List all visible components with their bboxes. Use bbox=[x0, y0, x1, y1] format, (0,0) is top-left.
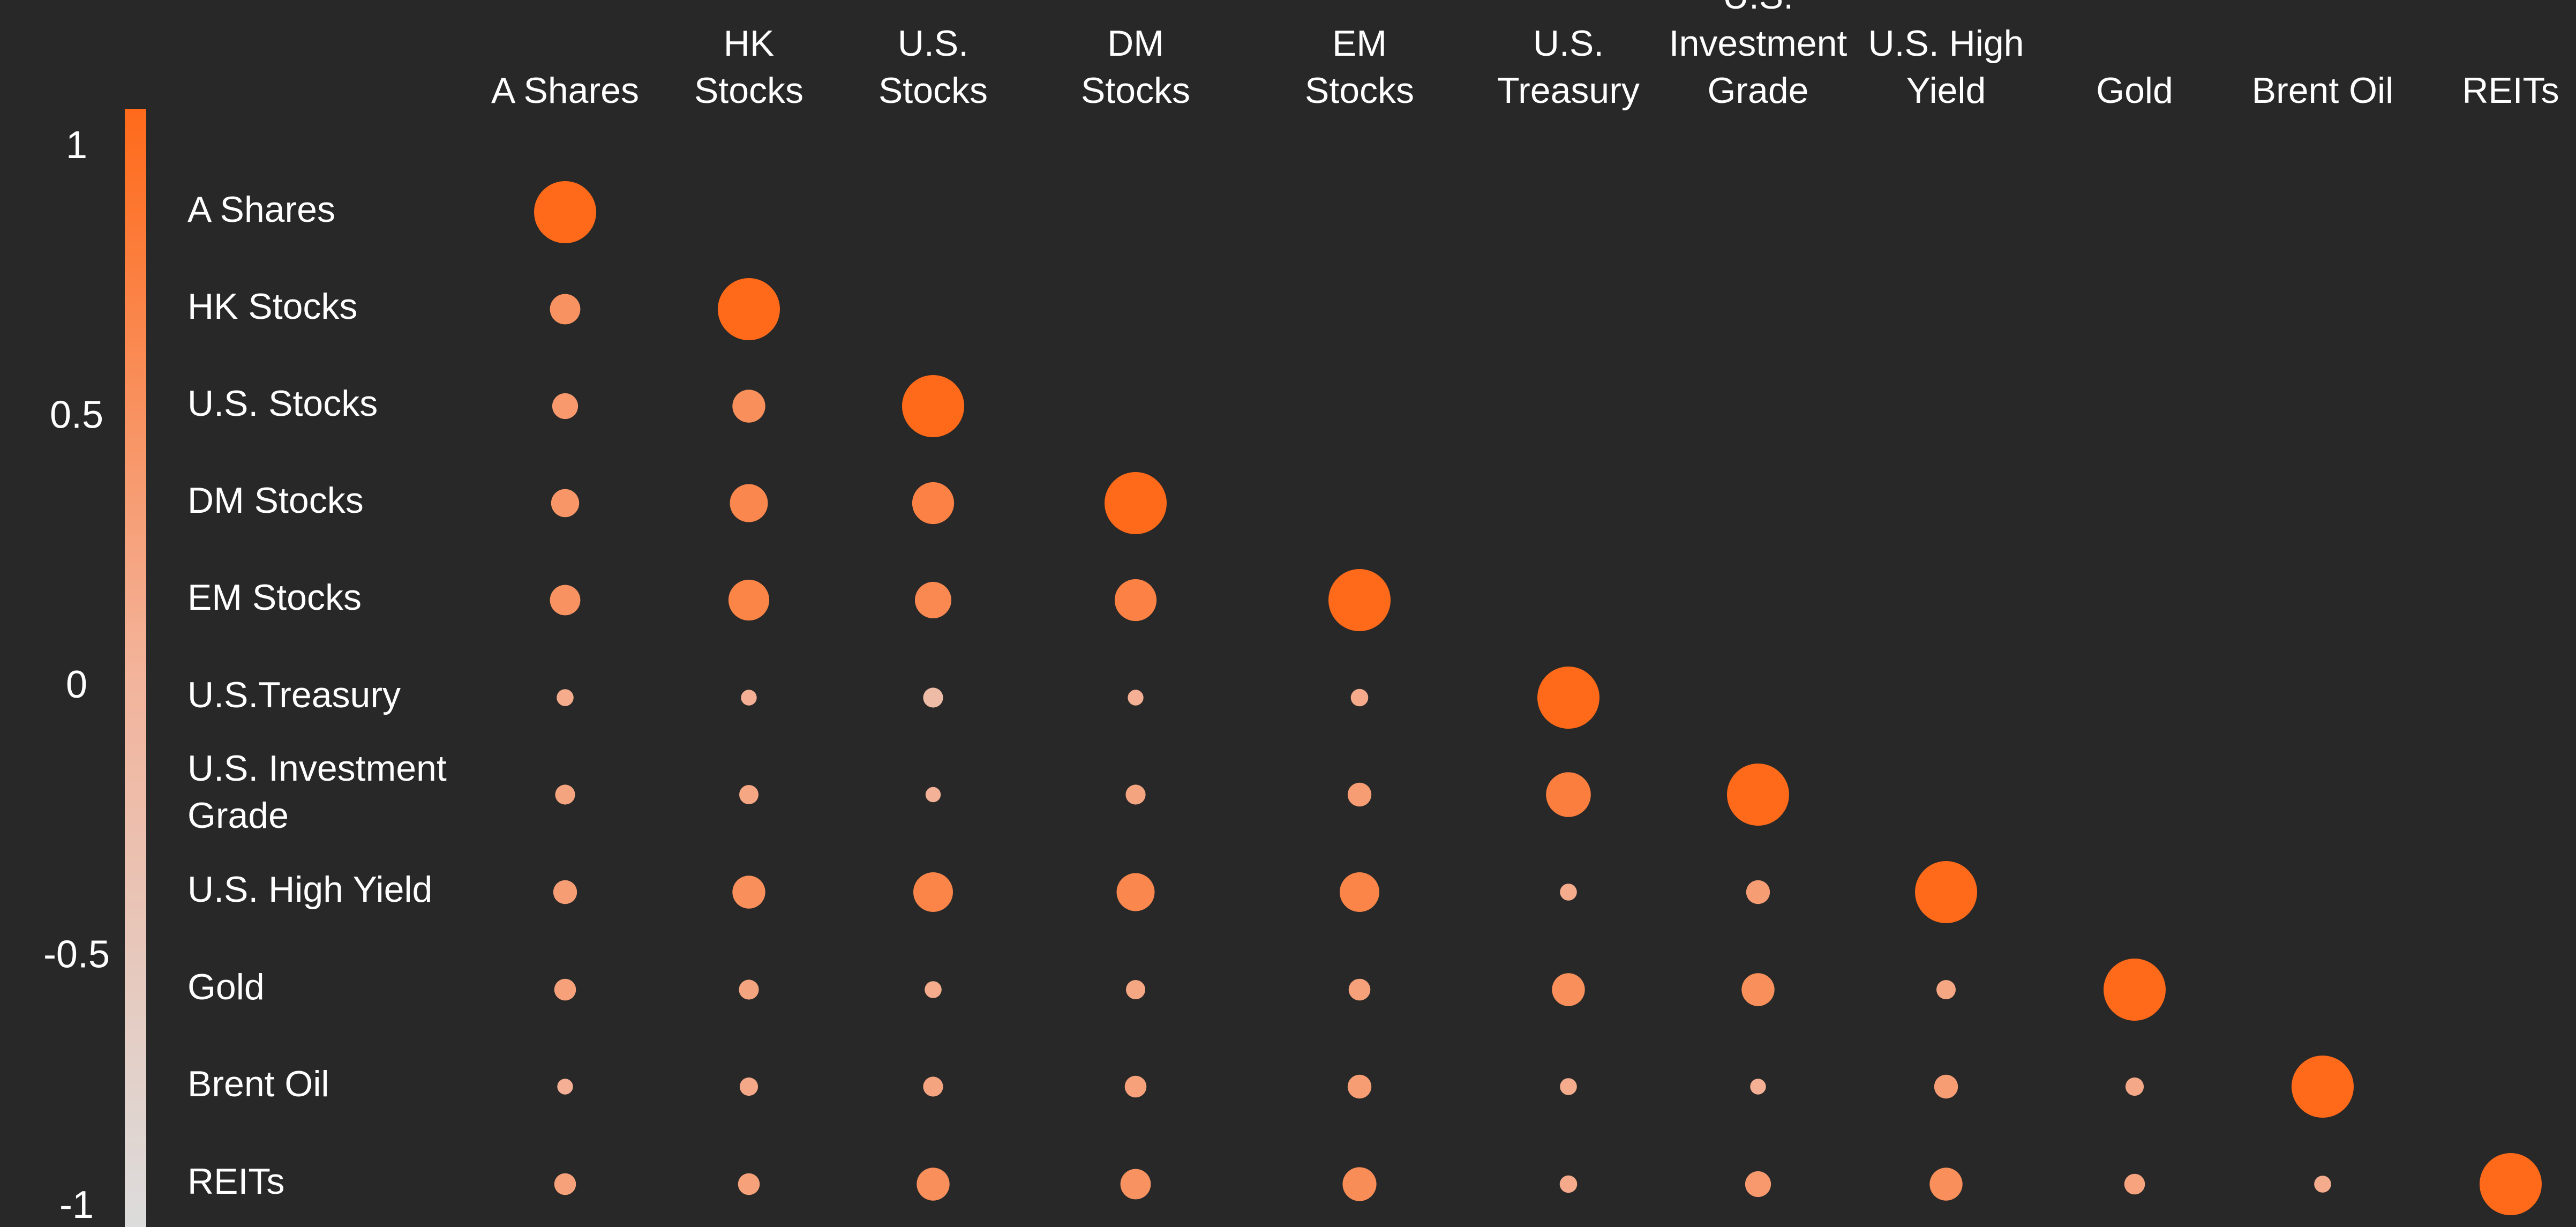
column-label: HK Stocks bbox=[694, 23, 803, 111]
correlation-dot bbox=[738, 1173, 760, 1195]
column-labels: A Shares HK Stocks U.S. Stocks DM Stocks EM Stoc… bbox=[491, 0, 2559, 111]
correlation-dot bbox=[557, 1079, 573, 1095]
correlation-dot bbox=[1915, 861, 1977, 923]
correlation-dot bbox=[902, 375, 964, 437]
correlation-dot bbox=[732, 876, 765, 909]
correlation-dot bbox=[739, 979, 759, 1000]
correlation-dot bbox=[1929, 1168, 1963, 1201]
correlation-dot bbox=[917, 1168, 950, 1201]
correlation-dot bbox=[2314, 1176, 2331, 1193]
correlation-dot bbox=[1727, 764, 1789, 826]
row-label: U.S.Treasury bbox=[187, 675, 401, 715]
correlation-dot bbox=[741, 690, 757, 706]
row-labels: A Shares HK Stocks U.S. Stocks DM Stocks EM … bbox=[187, 189, 447, 1202]
column-label: U.S. High Yield bbox=[1868, 23, 2024, 111]
correlation-dot bbox=[2125, 1077, 2144, 1096]
correlation-dot bbox=[1560, 884, 1577, 901]
correlation-dot bbox=[739, 1077, 758, 1096]
correlation-dot bbox=[534, 181, 596, 243]
correlation-dot bbox=[1552, 973, 1585, 1006]
correlation-dot bbox=[730, 484, 768, 522]
correlation-dot bbox=[925, 981, 942, 998]
row-label: DM Stocks bbox=[187, 480, 364, 521]
column-label: A Shares bbox=[491, 70, 639, 111]
correlation-dot bbox=[915, 582, 951, 618]
correlation-dot bbox=[1128, 690, 1144, 706]
correlation-dot bbox=[1116, 873, 1155, 911]
correlation-dot bbox=[1347, 1074, 1372, 1099]
correlation-dot bbox=[551, 489, 580, 518]
correlation-dot bbox=[2292, 1056, 2354, 1118]
correlation-dot bbox=[1126, 980, 1145, 999]
correlation-dot bbox=[1328, 569, 1391, 631]
correlation-dot bbox=[1934, 1074, 1958, 1099]
correlation-dot bbox=[552, 393, 579, 420]
column-label: U.S. Treasury bbox=[1497, 23, 1640, 111]
correlation-dot bbox=[555, 784, 575, 805]
row-label: REITs bbox=[187, 1161, 284, 1202]
correlation-dot bbox=[557, 689, 574, 706]
row-label: A Shares bbox=[187, 189, 335, 230]
colorbar-tick-label: -0.5 bbox=[43, 933, 110, 976]
correlation-dot bbox=[1348, 978, 1371, 1001]
correlation-dot bbox=[739, 785, 758, 804]
correlation-dot bbox=[1936, 980, 1956, 999]
colorbar-tick-label: 0 bbox=[66, 663, 87, 706]
row-label: U.S. Stocks bbox=[187, 383, 378, 424]
correlation-dot bbox=[1537, 667, 1599, 729]
correlation-dot bbox=[2124, 1173, 2145, 1195]
correlation-dot bbox=[1125, 784, 1146, 805]
row-label: HK Stocks bbox=[187, 286, 357, 327]
correlation-dot bbox=[1347, 782, 1372, 807]
colorbar-tick-label: 1 bbox=[66, 124, 87, 167]
row-label: Gold bbox=[187, 967, 265, 1007]
correlation-dot bbox=[732, 390, 765, 423]
column-label: REITs bbox=[2462, 70, 2559, 111]
colorbar-ticks: 1 0.5 0 -0.5 -1 bbox=[43, 124, 110, 1226]
correlation-dot bbox=[1342, 1167, 1377, 1201]
correlation-dot bbox=[1559, 1175, 1578, 1193]
correlation-dot bbox=[912, 482, 955, 525]
column-label: U.S. Stocks bbox=[878, 23, 988, 111]
row-label: EM Stocks bbox=[187, 577, 362, 618]
colorbar bbox=[125, 109, 146, 1227]
correlation-dot bbox=[550, 585, 581, 616]
correlation-dot bbox=[1741, 973, 1775, 1006]
correlation-dot bbox=[1746, 880, 1770, 904]
correlation-dot bbox=[923, 687, 943, 708]
correlation-dot bbox=[1750, 1079, 1766, 1095]
correlation-dot bbox=[1114, 579, 1157, 622]
correlation-dot bbox=[1560, 1078, 1577, 1095]
column-label: EM Stocks bbox=[1305, 23, 1414, 111]
correlation-dot bbox=[2480, 1153, 2542, 1215]
correlation-dot bbox=[553, 880, 577, 904]
colorbar-tick-label: 0.5 bbox=[50, 394, 103, 437]
correlation-dot bbox=[550, 294, 581, 325]
correlation-dot bbox=[1105, 472, 1167, 534]
correlation-dot bbox=[1350, 689, 1369, 707]
row-label: U.S. Investment Grade bbox=[187, 748, 447, 836]
correlation-dot bbox=[554, 1173, 576, 1195]
correlation-dot bbox=[913, 872, 953, 912]
correlation-dot bbox=[923, 1076, 943, 1097]
column-label: DM Stocks bbox=[1081, 23, 1190, 111]
correlation-dot bbox=[1546, 772, 1591, 817]
correlation-dot bbox=[554, 978, 576, 1001]
correlation-dot bbox=[1745, 1171, 1771, 1198]
correlation-dot bbox=[925, 787, 941, 803]
correlation-dot bbox=[1124, 1075, 1147, 1098]
column-label: Gold bbox=[2096, 70, 2173, 111]
column-label: Brent Oil bbox=[2252, 70, 2394, 111]
correlation-dot bbox=[728, 579, 770, 621]
correlation-cells bbox=[534, 181, 2542, 1215]
colorbar-tick-label: -1 bbox=[59, 1184, 94, 1226]
correlation-dot bbox=[2104, 959, 2166, 1021]
correlation-dot bbox=[1340, 872, 1379, 912]
row-label: U.S. High Yield bbox=[187, 869, 432, 910]
correlation-dot bbox=[1120, 1169, 1151, 1200]
correlation-dot bbox=[718, 278, 780, 340]
row-label: Brent Oil bbox=[187, 1064, 329, 1104]
